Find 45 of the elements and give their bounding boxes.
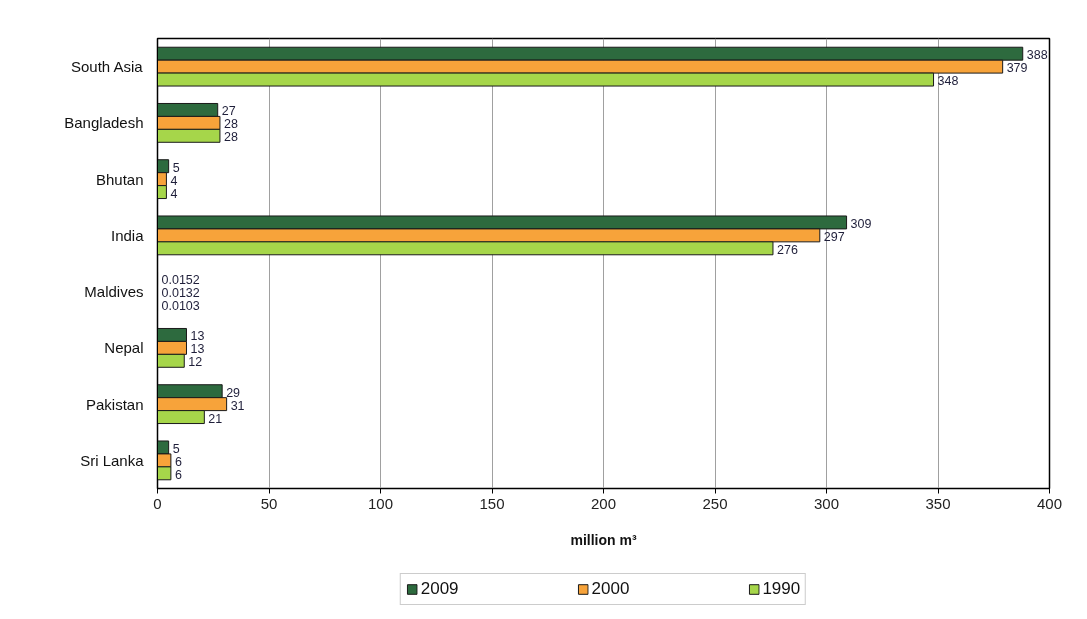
y-tick-label: Sri Lanka [80, 451, 145, 469]
legend-label: 2000 [591, 579, 630, 599]
data-label: 276 [776, 242, 798, 257]
data-label: 6 [174, 467, 182, 482]
x-tick-label: 250 [702, 494, 728, 512]
data-label: 13 [190, 329, 205, 344]
data-label: 28 [223, 130, 238, 145]
data-label: 28 [223, 117, 238, 132]
data-label: 5 [172, 160, 180, 175]
data-label: 388 [1026, 48, 1048, 63]
data-label: 348 [937, 74, 959, 89]
data-label: 309 [850, 216, 872, 231]
x-tick-label: 100 [367, 494, 394, 512]
data-label: 12 [188, 355, 203, 370]
data-label: 0.0152 [161, 273, 200, 288]
data-label: 379 [1006, 61, 1028, 76]
x-tick-label: 150 [479, 494, 505, 512]
x-tick-label: 0 [153, 494, 162, 512]
y-tick-label: Pakistan [85, 395, 144, 413]
x-tick-label: 300 [813, 494, 840, 512]
legend-label: 2009 [420, 579, 459, 599]
y-tick-label: Bangladesh [64, 114, 144, 132]
x-tick-label: 350 [925, 494, 951, 512]
data-label: 29 [226, 385, 241, 400]
data-label: 0.0103 [161, 299, 200, 314]
y-tick-label: Maldives [84, 283, 144, 301]
data-label: 21 [208, 411, 223, 426]
y-tick-label: South Asia [70, 58, 144, 76]
data-label: 4 [170, 186, 178, 201]
x-axis-title: million m³ [570, 531, 637, 548]
data-label: 5 [172, 441, 180, 456]
x-tick-label: 50 [260, 494, 278, 512]
data-label: 27 [221, 104, 236, 119]
y-tick-label: Nepal [104, 339, 144, 357]
data-label: 0.0132 [161, 286, 200, 301]
data-label: 297 [823, 229, 845, 244]
data-label: 4 [170, 173, 178, 188]
data-label: 6 [174, 454, 182, 469]
legend-label: 1990 [762, 579, 801, 599]
y-tick-label: Bhutan [95, 170, 144, 188]
data-label: 13 [190, 342, 205, 357]
x-tick-label: 400 [1036, 494, 1063, 512]
x-tick-label: 200 [590, 494, 617, 512]
y-tick-label: India [110, 226, 145, 244]
data-label: 31 [230, 398, 245, 413]
